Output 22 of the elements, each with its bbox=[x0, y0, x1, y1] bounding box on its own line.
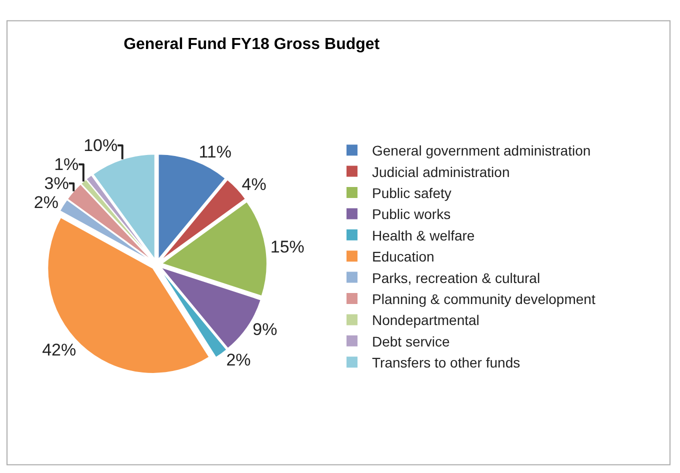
legend-label: Nondepartmental bbox=[372, 312, 480, 328]
legend-label: Public safety bbox=[372, 184, 452, 201]
legend-label: Judicial administration bbox=[372, 164, 510, 180]
data-label: 2% bbox=[226, 350, 251, 370]
data-label: 4% bbox=[242, 174, 266, 194]
legend-label: Parks, recreation & cultural bbox=[372, 270, 540, 286]
data-label: 2% bbox=[34, 192, 58, 212]
data-label: 42% bbox=[42, 340, 76, 360]
legend-label: Planning & community development bbox=[372, 290, 596, 307]
data-label: 10% bbox=[84, 136, 118, 155]
legend-label: Transfers to other funds bbox=[372, 354, 520, 371]
legend-label: Debt service bbox=[372, 333, 450, 350]
data-label: 1% bbox=[54, 154, 79, 174]
legend-label: Public works bbox=[372, 206, 451, 222]
legend-label: General government administration bbox=[372, 142, 591, 159]
data-label: 15% bbox=[270, 237, 304, 256]
data-label: 11% bbox=[198, 142, 232, 162]
data-label: 9% bbox=[252, 320, 278, 339]
legend-label: Health & welfare bbox=[372, 227, 475, 244]
legend-label: Education bbox=[372, 248, 434, 265]
chart-title: General Fund FY18 Gross Budget bbox=[124, 36, 380, 54]
data-label: 3% bbox=[44, 174, 69, 193]
